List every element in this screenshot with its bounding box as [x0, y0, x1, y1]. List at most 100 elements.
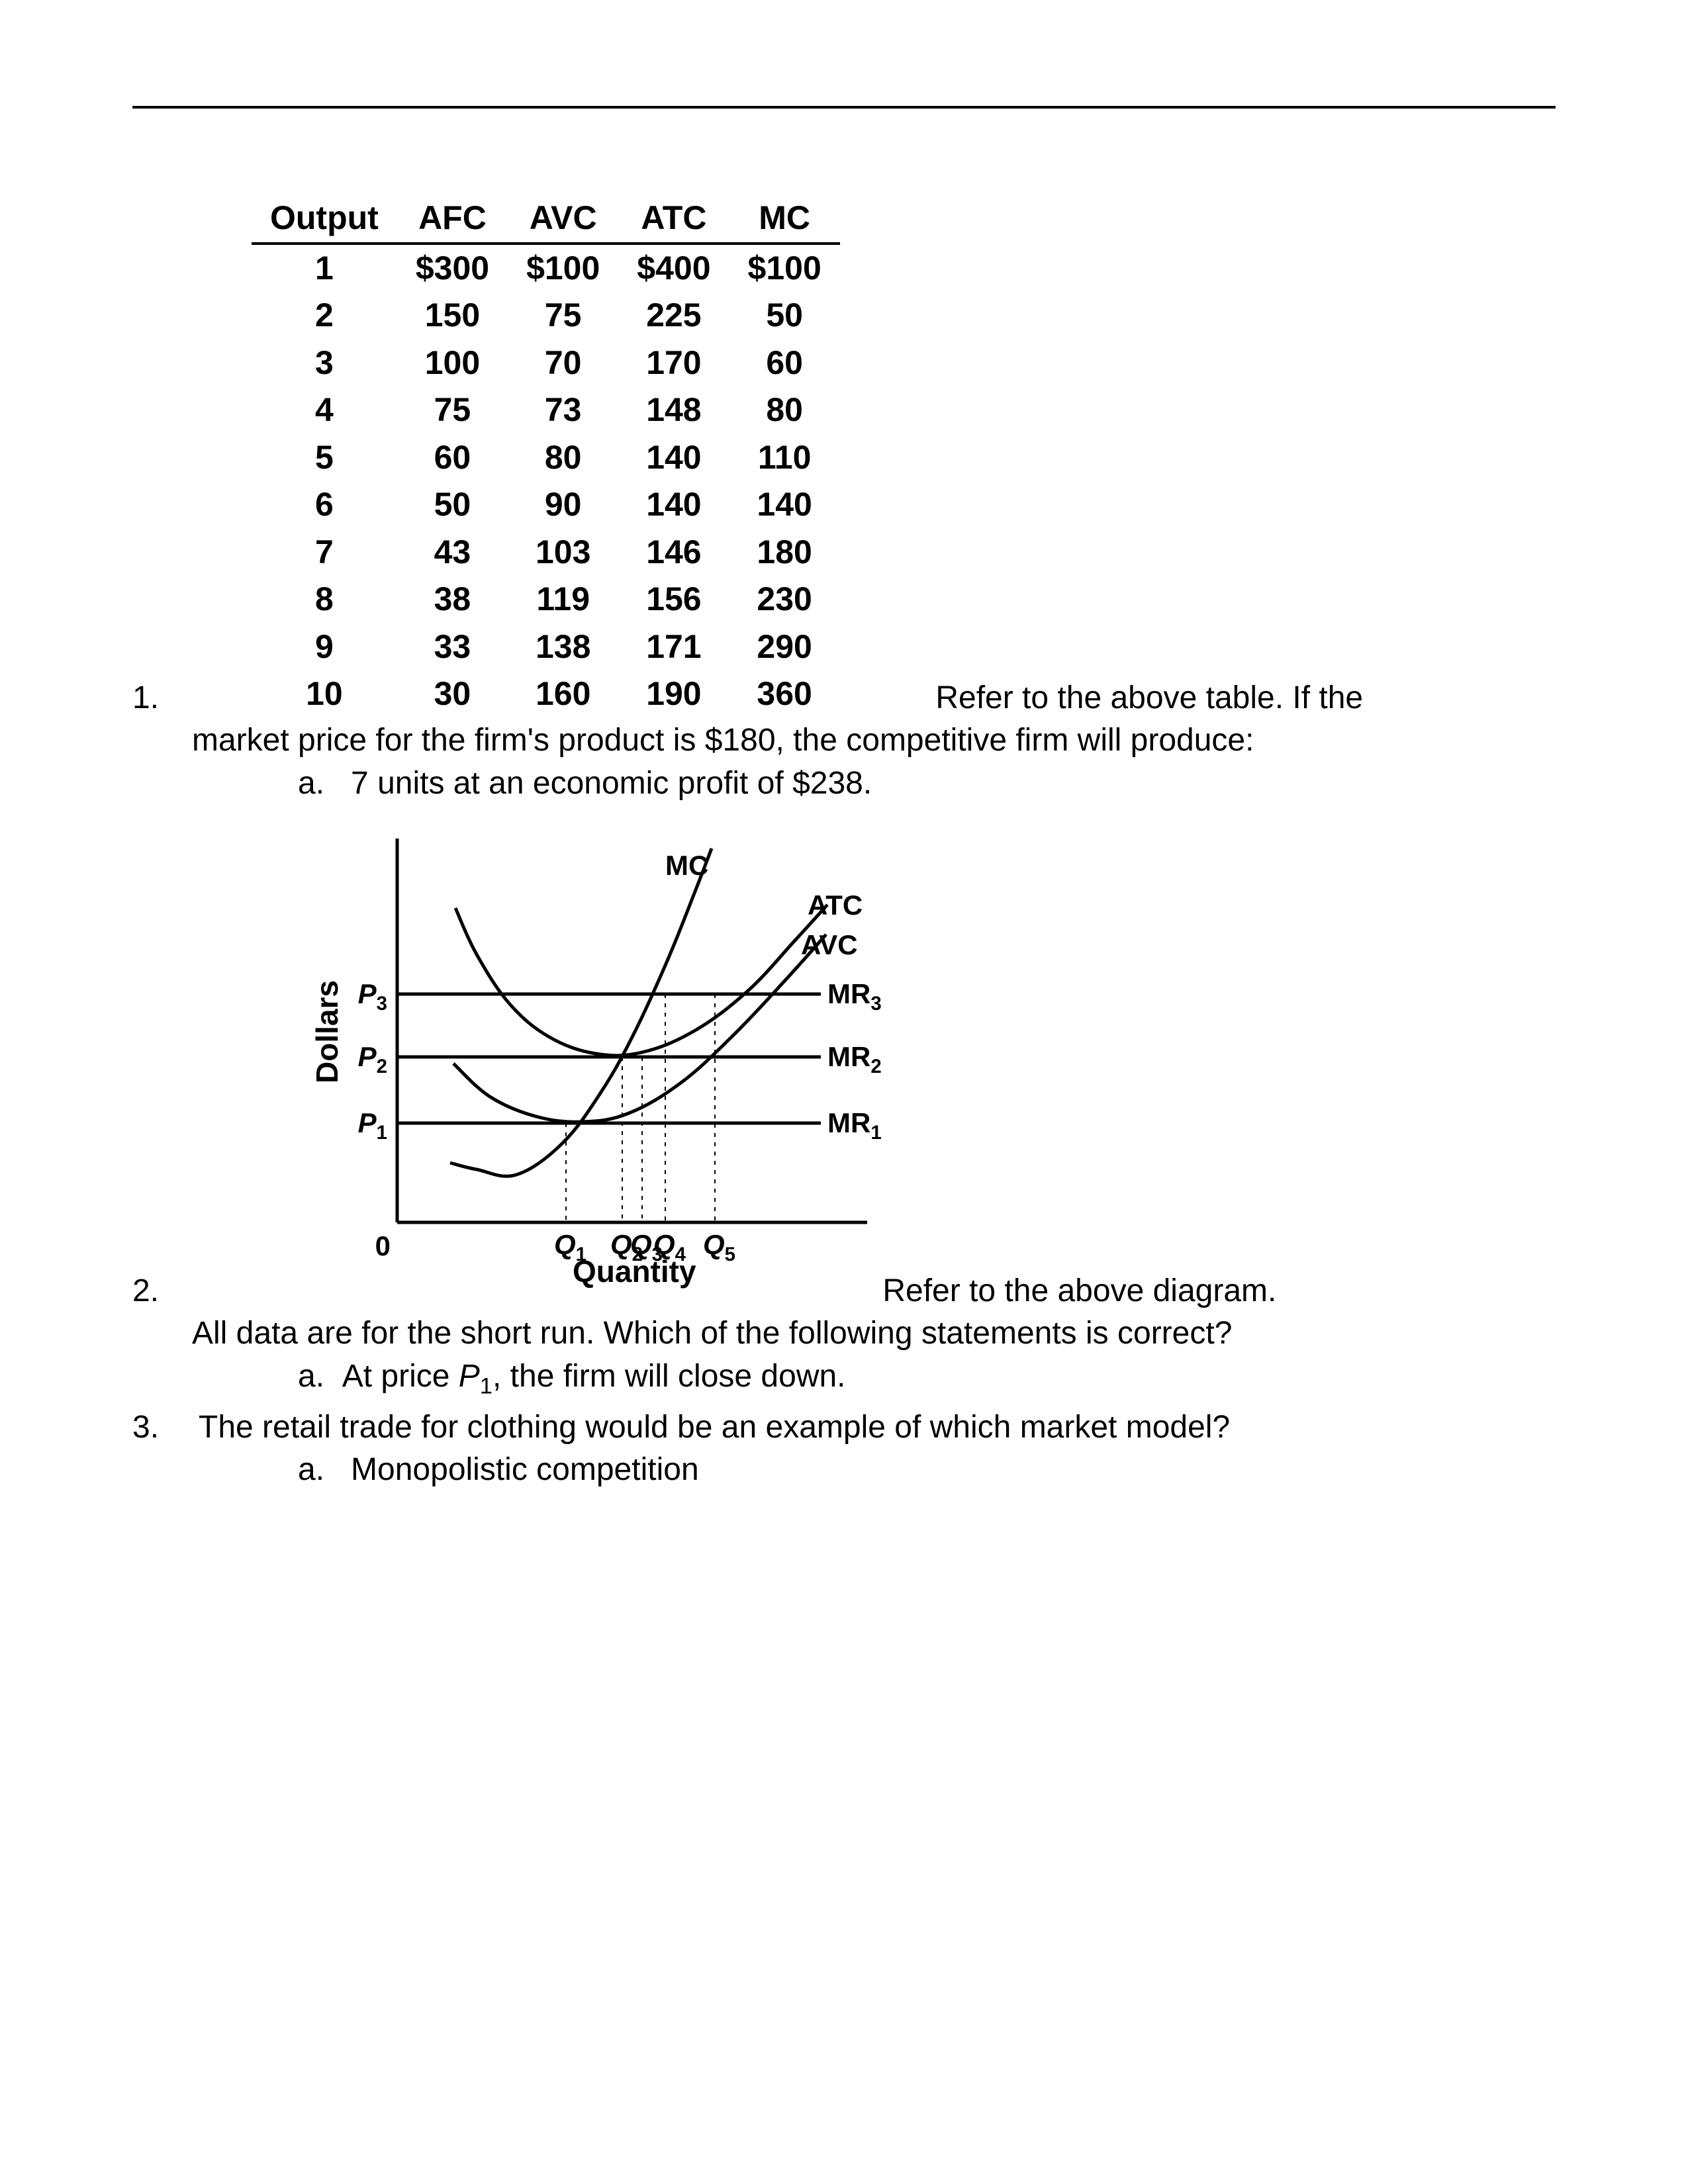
- table-cell: 225: [618, 292, 729, 340]
- table-header: AVC: [508, 195, 618, 244]
- q2-text-part1: Refer to the above diagram.: [882, 1273, 1276, 1308]
- q2-answer-before: At price: [342, 1359, 459, 1394]
- svg-text:AVC: AVC: [801, 929, 858, 960]
- table-cell: 4: [252, 387, 397, 434]
- table-cell: 6: [252, 481, 397, 529]
- table-cell: 150: [397, 292, 508, 340]
- cost-curves-chart: DollarsQuantity0P3MR3P2MR2P1MR1MCATCAVCQ…: [298, 812, 920, 1289]
- q2-number: 2.: [132, 1270, 199, 1313]
- table-cell: 140: [618, 434, 729, 482]
- table-row: 65090140140: [252, 481, 840, 529]
- q1-row: 1. Refer to the above table. If the: [132, 677, 1556, 720]
- table-cell: 38: [397, 576, 508, 623]
- svg-text:Q4: Q4: [653, 1229, 686, 1265]
- q2-row: 2. Refer to the above diagram.: [132, 1270, 1556, 1313]
- q1-answer: a. 7 units at an economic profit of $238…: [132, 762, 1556, 805]
- table-cell: 73: [508, 387, 618, 434]
- table-cell: 75: [397, 387, 508, 434]
- q1-answer-text: 7 units at an economic profit of $238.: [351, 766, 872, 801]
- q3-answer-label: a.: [298, 1452, 324, 1487]
- table-cell: 43: [397, 529, 508, 576]
- table-row: 56080140110: [252, 434, 840, 482]
- svg-text:Dollars: Dollars: [310, 980, 344, 1083]
- q1-line2: market price for the firm's product is $…: [132, 719, 1556, 762]
- table-cell: 5: [252, 434, 397, 482]
- table-cell: 146: [618, 529, 729, 576]
- table-cell: 50: [729, 292, 840, 340]
- svg-text:MR3: MR3: [827, 978, 882, 1015]
- q1-text-part1: Refer to the above table. If the: [935, 680, 1363, 715]
- q2-answer-p: P: [459, 1359, 480, 1394]
- svg-text:ATC: ATC: [808, 889, 863, 921]
- table-cell: 156: [618, 576, 729, 623]
- table-cell: 60: [397, 434, 508, 482]
- q3-number: 3.: [132, 1406, 199, 1449]
- svg-text:0: 0: [375, 1230, 391, 1261]
- table-cell: 75: [508, 292, 618, 340]
- table-header: ATC: [618, 195, 729, 244]
- q2-body: Refer to the above diagram.: [199, 1270, 1556, 1313]
- table-cell: 80: [729, 387, 840, 434]
- table-row: 838119156230: [252, 576, 840, 623]
- table-cell: 80: [508, 434, 618, 482]
- table-cell: 3: [252, 340, 397, 387]
- svg-text:MR2: MR2: [827, 1041, 882, 1077]
- q3-answer: a. Monopolistic competition: [132, 1449, 1556, 1492]
- table-cell: 7: [252, 529, 397, 576]
- table-cell: 60: [729, 340, 840, 387]
- table-row: 1$300$100$400$100: [252, 244, 840, 293]
- table-cell: 9: [252, 623, 397, 671]
- q3-answer-text: Monopolistic competition: [351, 1452, 699, 1487]
- table-cell: $400: [618, 244, 729, 293]
- table-cell: 90: [508, 481, 618, 529]
- q3-row: 3. The retail trade for clothing would b…: [132, 1406, 1556, 1449]
- table-row: 743103146180: [252, 529, 840, 576]
- q2-line2: All data are for the short run. Which of…: [132, 1312, 1556, 1355]
- table-cell: 140: [729, 481, 840, 529]
- table-cell: 8: [252, 576, 397, 623]
- page: OutputAFCAVCATCMC 1$300$100$400$10021507…: [0, 0, 1688, 2184]
- svg-text:P3: P3: [358, 978, 387, 1015]
- svg-text:Q5: Q5: [703, 1229, 735, 1265]
- table-cell: 230: [729, 576, 840, 623]
- table-header: MC: [729, 195, 840, 244]
- svg-text:MC: MC: [665, 850, 708, 881]
- chart-container: DollarsQuantity0P3MR3P2MR2P1MR1MCATCAVCQ…: [298, 812, 1556, 1300]
- svg-text:MR1: MR1: [827, 1107, 882, 1144]
- q1-answer-label: a.: [298, 766, 324, 801]
- top-rule: [132, 106, 1556, 109]
- q3-text: The retail trade for clothing would be a…: [199, 1406, 1556, 1449]
- table-cell: $100: [508, 244, 618, 293]
- table-row: 21507522550: [252, 292, 840, 340]
- table-cell: 148: [618, 387, 729, 434]
- table-cell: 171: [618, 623, 729, 671]
- table-cell: 110: [729, 434, 840, 482]
- table-cell: 100: [397, 340, 508, 387]
- table-cell: $300: [397, 244, 508, 293]
- q2-answer: a. At price P1, the firm will close down…: [132, 1355, 1556, 1402]
- table-cell: 33: [397, 623, 508, 671]
- q2-answer-after: , the firm will close down.: [492, 1359, 846, 1394]
- table-cell: 70: [508, 340, 618, 387]
- table-cell: 50: [397, 481, 508, 529]
- svg-text:Q1: Q1: [554, 1229, 586, 1265]
- content: OutputAFCAVCATCMC 1$300$100$400$10021507…: [132, 195, 1556, 1492]
- q1-number: 1.: [132, 677, 199, 720]
- q2-answer-sub: 1: [480, 1374, 492, 1399]
- q2-answer-label: a.: [298, 1359, 324, 1394]
- table-row: 4757314880: [252, 387, 840, 434]
- table-cell: 180: [729, 529, 840, 576]
- svg-text:P1: P1: [358, 1107, 387, 1144]
- table-header: AFC: [397, 195, 508, 244]
- table-cell: 2: [252, 292, 397, 340]
- table-cell: 290: [729, 623, 840, 671]
- table-cell: 103: [508, 529, 618, 576]
- q1-body: Refer to the above table. If the: [199, 677, 1556, 720]
- table-cell: 170: [618, 340, 729, 387]
- cost-table: OutputAFCAVCATCMC 1$300$100$400$10021507…: [252, 195, 840, 718]
- svg-text:P2: P2: [358, 1041, 387, 1077]
- table-row: 933138171290: [252, 623, 840, 671]
- table-header: Output: [252, 195, 397, 244]
- table-cell: 119: [508, 576, 618, 623]
- table-row: 31007017060: [252, 340, 840, 387]
